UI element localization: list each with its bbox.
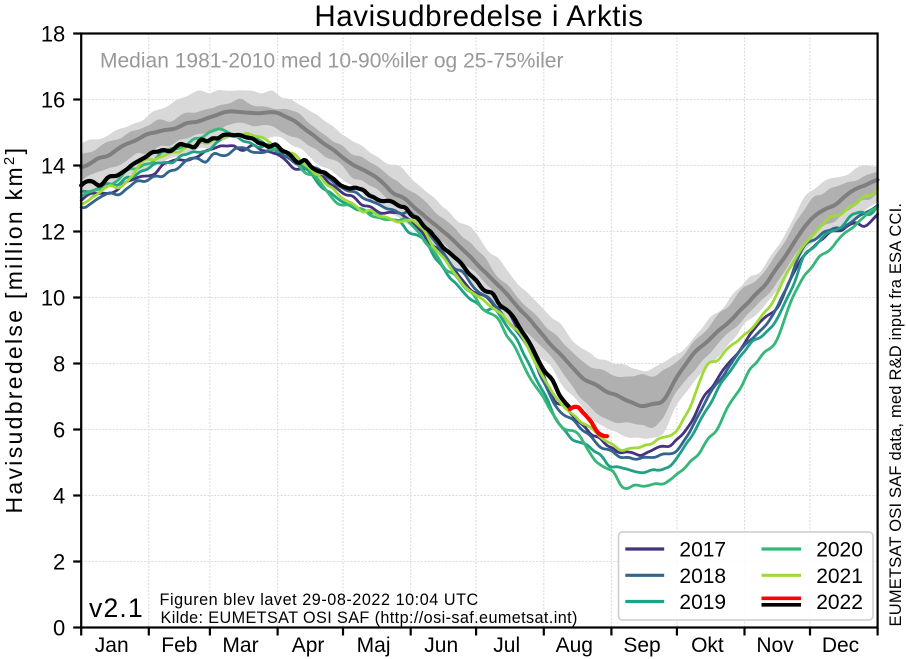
svg-text:2: 2: [53, 549, 65, 574]
svg-text:Mar: Mar: [222, 634, 258, 657]
svg-text:Havisudbredelse [million km2]: Havisudbredelse [million km2]: [1, 146, 27, 514]
svg-text:Jul: Jul: [493, 634, 520, 657]
svg-text:4: 4: [53, 483, 65, 508]
svg-text:EUMETSAT OSI SAF data, med R&D: EUMETSAT OSI SAF data, med R&D input fra…: [887, 203, 905, 627]
svg-text:Feb: Feb: [161, 634, 197, 657]
svg-text:Aug: Aug: [556, 634, 593, 657]
svg-text:Dec: Dec: [822, 634, 859, 657]
svg-text:Maj: Maj: [357, 634, 391, 657]
svg-text:8: 8: [53, 351, 65, 376]
svg-text:2019: 2019: [679, 591, 726, 614]
svg-text:v2.1: v2.1: [89, 593, 144, 623]
svg-text:12: 12: [41, 219, 65, 244]
svg-text:18: 18: [41, 21, 65, 46]
svg-text:16: 16: [41, 87, 65, 112]
svg-text:2022: 2022: [816, 591, 863, 614]
svg-text:Median 1981-2010 med 10-90%ile: Median 1981-2010 med 10-90%iler og 25-75…: [100, 50, 563, 73]
svg-text:2021: 2021: [816, 565, 863, 588]
svg-text:Jun: Jun: [424, 634, 458, 657]
svg-text:Okt: Okt: [691, 634, 724, 657]
svg-text:2017: 2017: [679, 539, 726, 562]
svg-text:Figuren blev lavet 29-08-2022: Figuren blev lavet 29-08-2022 10:04 UTC: [160, 591, 479, 609]
svg-text:Apr: Apr: [292, 634, 325, 657]
svg-text:10: 10: [41, 285, 65, 310]
svg-text:Sep: Sep: [623, 634, 660, 657]
svg-text:0: 0: [53, 615, 65, 640]
svg-text:2018: 2018: [679, 565, 726, 588]
svg-text:2020: 2020: [816, 539, 863, 562]
svg-text:Nov: Nov: [756, 634, 794, 657]
svg-text:6: 6: [53, 417, 65, 442]
svg-text:Kilde: EUMETSAT OSI SAF (http:: Kilde: EUMETSAT OSI SAF (http://osi-saf.…: [161, 609, 578, 627]
svg-text:Havisudbredelse i Arktis: Havisudbredelse i Arktis: [314, 0, 643, 33]
svg-text:Jan: Jan: [95, 634, 129, 657]
svg-text:14: 14: [41, 153, 65, 178]
